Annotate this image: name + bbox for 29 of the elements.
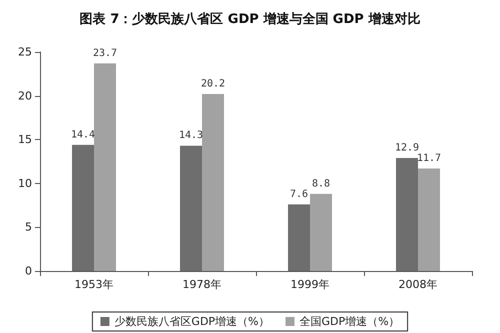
bar (202, 94, 224, 271)
bar (418, 168, 440, 271)
bar (396, 158, 418, 271)
data-label: 12.9 (394, 142, 420, 154)
bar (310, 194, 332, 271)
x-tick-label: 1999年 (290, 278, 330, 291)
bar (94, 63, 116, 271)
chart-title: 图表 7：少数民族八省区 GDP 增速与全国 GDP 增速对比 (80, 11, 420, 27)
data-label: 14.4 (70, 129, 96, 140)
y-tick-label: 25 (18, 46, 32, 58)
bar (72, 144, 94, 271)
y-tick-label: 20 (18, 89, 32, 102)
data-label: 8.8 (312, 178, 330, 190)
x-tick-label: 1978年 (182, 278, 222, 291)
data-label: 7.6 (290, 188, 308, 200)
y-tick-label: 0 (25, 264, 32, 278)
x-tick-label: 2008年 (398, 278, 438, 291)
legend-label: 全国GDP增速（%） (300, 315, 400, 328)
y-tick-label: 15 (18, 133, 32, 146)
y-tick-label: 5 (25, 220, 32, 234)
x-tick-label: 1953年 (74, 278, 114, 291)
bar (288, 204, 310, 271)
y-tick-label: 10 (18, 176, 32, 190)
data-label: 23.7 (92, 48, 118, 59)
data-label: 20.2 (200, 78, 226, 90)
legend-label: 少数民族八省区GDP增速（%） (114, 315, 270, 328)
data-label: 11.7 (416, 153, 442, 164)
data-label: 14.3 (178, 130, 204, 142)
bar (180, 146, 202, 271)
